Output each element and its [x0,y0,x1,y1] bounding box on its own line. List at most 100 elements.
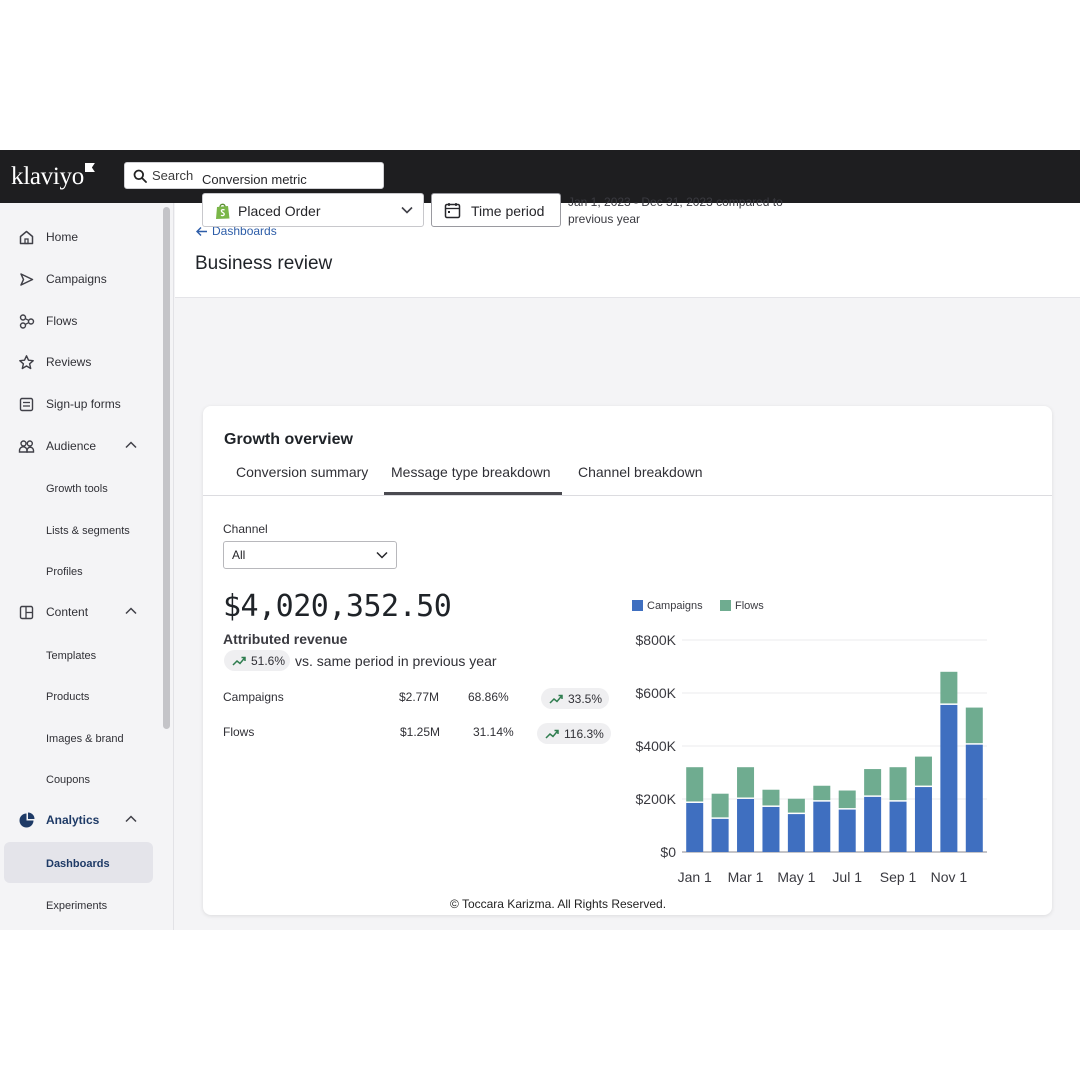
bar-flows [889,767,907,801]
active-tab-indicator [384,492,562,495]
bar-flows [762,789,780,806]
tab-message-type-breakdown[interactable]: Message type breakdown [391,464,551,480]
bar-campaigns [965,744,983,852]
sidebar-item-label: Reviews [46,355,92,369]
chevron-up-icon[interactable] [124,440,138,450]
analytics-icon [19,812,35,828]
chevron-up-icon[interactable] [124,606,138,616]
sidebar-item-label: Flows [46,314,78,328]
home-icon [19,230,34,245]
revenue-change-value: 51.6% [251,653,286,668]
send-icon [20,273,34,286]
bar-campaigns [864,796,882,852]
bar-flows [737,767,755,798]
bar-campaigns [914,787,932,852]
campaigns-row-share: 68.86% [468,690,509,704]
stacked-bar-chart: Campaigns Flows $0 $200K $400K $600K $800K Jan … [632,600,987,885]
conversion-metric-select[interactable]: Placed Order [202,193,424,227]
form-icon [19,397,34,412]
bar-campaigns [711,818,729,852]
y-tick-label: $200K [636,791,677,807]
sidebar: Home Campaigns Flows Reviews Sign-up for… [0,203,174,930]
flows-change-badge: 116.3% [537,723,611,744]
sidebar-subitem-dashboards[interactable]: Dashboards [46,858,110,870]
y-tick-label: $600K [636,685,677,701]
legend-label: Campaigns [647,600,703,612]
nav-active-highlight [4,842,153,883]
tab-bar: Conversion summary Message type breakdow… [203,454,1052,496]
attributed-revenue-label: Attributed revenue [223,631,348,647]
channel-value: All [232,548,246,562]
sidebar-item-home[interactable]: Home [0,217,160,257]
sidebar-item-label: Audience [46,439,97,453]
sidebar-item-reviews[interactable]: Reviews [0,342,160,382]
search-box[interactable] [124,162,384,189]
sidebar-subitem-lists-segments[interactable]: Lists & segments [46,525,130,537]
flows-change-value: 116.3% [564,726,604,741]
page-title: Business review [195,253,333,274]
trending-up-icon [232,656,246,666]
bar-campaigns [838,809,856,852]
time-period-button[interactable]: Time period [431,193,561,227]
sidebar-item-audience[interactable]: Audience [0,426,160,466]
sidebar-subitem-growth-tools[interactable]: Growth tools [46,483,108,495]
legend-swatch [632,600,643,611]
sidebar-item-label: Analytics [46,813,100,827]
logo-flag-icon [84,163,95,172]
bar-campaigns [686,802,704,852]
campaigns-row-amount: $2.77M [399,690,440,704]
flows-row-name: Flows [223,725,255,739]
bar-flows [914,756,932,786]
copyright-text: © Toccara Karizma. All Rights Reserved. [450,897,667,911]
bar-campaigns [889,801,907,852]
back-link[interactable]: Dashboards [195,224,277,238]
conversion-metric-label: Conversion metric [202,172,307,187]
content-icon [19,605,34,620]
growth-overview-card: Growth overview Conversion summary Messa… [203,406,1052,915]
klaviyo-logo[interactable]: klaviyo [11,163,95,191]
bar-flows [711,793,729,818]
bar-campaigns [940,704,958,852]
flows-row-share: 31.14% [473,725,514,739]
audience-icon [18,440,35,453]
sidebar-item-analytics[interactable]: Analytics [0,800,160,840]
sidebar-subitem-products[interactable]: Products [46,691,90,703]
chevron-up-icon[interactable] [124,814,138,824]
sidebar-subitem-images-brand[interactable]: Images & brand [46,733,124,745]
y-tick-label: $400K [636,738,677,754]
bar-flows [787,798,805,813]
sidebar-item-label: Sign-up forms [46,397,121,411]
trending-up-icon [549,694,563,704]
sidebar-subitem-coupons[interactable]: Coupons [46,774,91,786]
comparison-text: vs. same period in previous year [295,653,497,669]
sidebar-item-content[interactable]: Content [0,592,160,632]
sidebar-item-campaigns[interactable]: Campaigns [0,259,160,299]
tab-conversion-summary[interactable]: Conversion summary [236,464,369,480]
x-tick-label: Mar 1 [728,869,764,885]
shopify-icon [216,203,230,219]
sidebar-subitem-templates[interactable]: Templates [46,650,97,662]
campaigns-row-name: Campaigns [223,690,284,704]
campaigns-change-badge: 33.5% [541,688,609,709]
time-period-label: Time period [471,203,545,219]
sidebar-scrollbar[interactable] [163,207,170,729]
sidebar-item-flows[interactable]: Flows [0,301,160,341]
sidebar-item-label: Home [46,230,79,244]
y-tick-label: $800K [636,632,677,648]
sidebar-subitem-experiments[interactable]: Experiments [46,900,108,912]
channel-select[interactable]: All [223,541,397,569]
search-icon [133,169,147,183]
y-tick-label: $0 [660,844,676,860]
bar-campaigns [787,814,805,852]
chevron-down-icon [376,551,388,559]
channel-label: Channel [223,522,268,536]
search-input[interactable] [152,165,377,186]
top-bar: klaviyo [0,150,1080,203]
tab-channel-breakdown[interactable]: Channel breakdown [578,464,703,480]
page-header: Dashboards Business review [175,203,1080,298]
bar-flows [940,671,958,704]
sidebar-item-signup-forms[interactable]: Sign-up forms [0,384,160,424]
bar-campaigns [813,801,831,852]
bar-flows [686,767,704,802]
sidebar-subitem-profiles[interactable]: Profiles [46,566,83,578]
